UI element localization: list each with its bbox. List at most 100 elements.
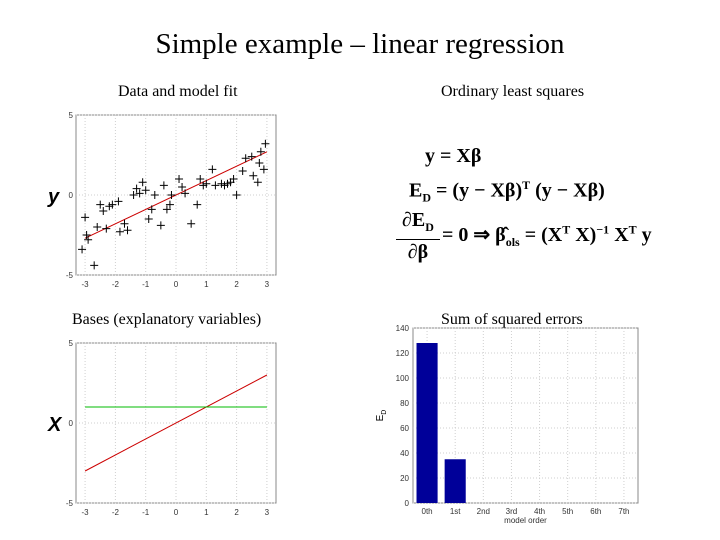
data-point	[247, 152, 256, 161]
data-point	[132, 184, 141, 193]
equation-error: ED = (y − Xβ)T (y − Xβ)	[409, 178, 605, 205]
basis-line	[84, 374, 268, 472]
y-axis-label: y	[47, 186, 60, 208]
data-point	[241, 154, 250, 163]
data-point	[129, 191, 138, 199]
data-point	[259, 165, 268, 174]
y-tick-label: 5	[69, 339, 74, 348]
x-tick-label: -2	[112, 280, 120, 289]
equation-model: y = Xβ	[425, 145, 482, 167]
data-point	[115, 227, 124, 236]
data-point	[90, 261, 99, 270]
data-point	[255, 159, 264, 167]
caption-sum-squared-errors: Sum of squared errors	[441, 311, 583, 328]
data-point	[187, 219, 196, 228]
data-point	[238, 167, 247, 175]
data-point	[162, 205, 171, 214]
data-point	[141, 186, 150, 195]
x-tick-label: 3	[265, 280, 270, 289]
data-point	[202, 179, 211, 188]
x-tick-label: 2	[234, 280, 239, 289]
y-tick-label: 0	[405, 499, 410, 508]
data-point	[93, 223, 102, 231]
slide-title: Simple example – linear regression	[155, 28, 565, 60]
x-tick-label: 2	[234, 508, 239, 517]
data-point	[84, 235, 93, 244]
x-tick-label: 2nd	[477, 507, 490, 516]
y-tick-label: 60	[400, 424, 409, 433]
data-point	[147, 205, 156, 214]
data-point	[78, 245, 87, 254]
x-tick-label: 3	[265, 508, 270, 517]
plot-frame	[412, 327, 639, 504]
y-tick-label: 40	[400, 449, 409, 458]
x-tick-label: 1	[204, 508, 209, 517]
y-tick-label: 100	[396, 374, 410, 383]
data-point	[114, 197, 123, 206]
bases-chart: -3 -2 -1 0 1 2 3 5 0 -5 X	[47, 339, 277, 517]
x-tick-label: 3rd	[506, 507, 518, 516]
x-tick-label: -1	[142, 280, 150, 289]
data-point	[249, 171, 258, 180]
data-point	[156, 221, 165, 230]
x-tick-label: 4th	[534, 507, 545, 516]
y-tick-label: 120	[396, 349, 410, 358]
caption-data-and-model-fit: Data and model fit	[118, 83, 238, 100]
y-tick-label: 80	[400, 399, 409, 408]
y-tick-label: 140	[396, 324, 410, 333]
data-point	[229, 175, 238, 183]
data-point	[138, 178, 147, 187]
data-point	[144, 215, 153, 223]
equation-derivative-fraction: ∂ED ∂β	[396, 208, 440, 264]
data-point	[165, 200, 174, 209]
x-axis-label: model order	[504, 516, 547, 525]
x-tick-label: -2	[112, 508, 120, 517]
data-point	[120, 219, 129, 228]
x-tick-label: -1	[142, 508, 150, 517]
caption-ordinary-least-squares: Ordinary least squares	[441, 83, 585, 100]
y-tick-label: 20	[400, 474, 409, 483]
x-tick-label: -3	[82, 508, 90, 517]
x-tick-label: 0	[174, 280, 179, 289]
x-tick-label: 7th	[618, 507, 629, 516]
data-point	[175, 175, 184, 183]
y-tick-label: -5	[66, 271, 74, 280]
x-tick-label: 5th	[562, 507, 573, 516]
data-point	[102, 224, 111, 233]
x-tick-label: -3	[82, 280, 90, 289]
data-point	[150, 191, 159, 199]
data-point	[82, 231, 91, 239]
sse-bar-chart: 0 20 40 60 80 100 120 140 0th 1st 2nd 3rd 4th 5th 6th 7…	[375, 324, 639, 525]
data-point	[196, 175, 205, 183]
bar	[416, 343, 438, 503]
x-tick-label: 1st	[450, 507, 461, 516]
data-point	[208, 165, 217, 174]
data-point	[178, 183, 187, 191]
y-tick-label: 5	[69, 111, 74, 120]
y-axis-label: X	[47, 414, 63, 436]
data-point	[181, 189, 190, 198]
data-point	[193, 200, 202, 209]
fit-line	[84, 151, 268, 239]
data-point	[253, 178, 262, 187]
caption-bases: Bases (explanatory variables)	[72, 311, 262, 328]
data-point	[96, 200, 105, 209]
y-tick-label: -5	[66, 499, 74, 508]
y-tick-label: 0	[69, 419, 74, 428]
data-point	[159, 181, 168, 190]
equation-ols-solution: = 0 ⇒ β̂ols = (XT X)−1 XT y	[442, 222, 652, 249]
x-tick-label: 0	[174, 508, 179, 517]
data-point	[123, 226, 132, 235]
data-point	[135, 189, 144, 198]
data-point	[81, 213, 90, 222]
data-point	[211, 181, 220, 190]
x-tick-label: 0th	[422, 507, 433, 516]
y-tick-label: 0	[69, 191, 74, 200]
x-tick-label: 6th	[590, 507, 601, 516]
y-axis-label: ED	[375, 410, 388, 422]
data-point	[261, 139, 270, 148]
scatter-fit-chart: -3 -2 -1 0 1 2 3 5 0 -5 y	[47, 111, 277, 289]
data-point	[167, 191, 176, 199]
bar	[444, 459, 466, 503]
data-point	[256, 147, 265, 156]
